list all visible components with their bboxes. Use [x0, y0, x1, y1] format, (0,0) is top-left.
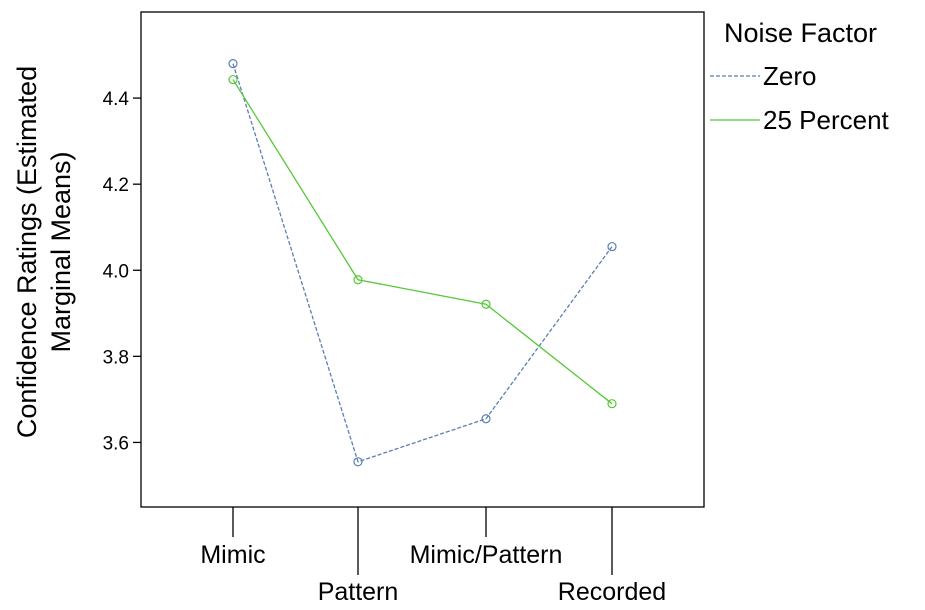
series-0-point-3 — [607, 241, 617, 252]
series-line-1 — [232, 79, 613, 405]
series-1-point-2 — [481, 299, 491, 309]
x-tick-label-1: Pattern — [318, 578, 399, 606]
y-tick-label-2: 4.0 — [103, 261, 129, 282]
legend-label-1: 25 Percent — [763, 105, 890, 135]
y-tick-label-4: 4.4 — [103, 89, 130, 110]
y-tick-label-3: 4.2 — [103, 175, 129, 196]
legend: Noise Factor Zero 25 Percent — [710, 18, 890, 135]
y-tick-label-0: 3.6 — [103, 433, 129, 454]
series-0-point-0 — [228, 59, 238, 69]
y-axis: 3.6 3.8 4.0 4.2 4.4 — [103, 89, 141, 454]
series-1-point-0 — [228, 74, 238, 85]
x-tick-label-3: Recorded — [558, 578, 666, 606]
legend-label-0: Zero — [763, 61, 816, 91]
x-axis: Mimic Pattern Mimic/Pattern Recorded — [200, 507, 666, 606]
series-line-0 — [232, 63, 613, 463]
y-tick-label-1: 3.8 — [103, 347, 129, 368]
plot-frame — [140, 11, 705, 508]
series-1-point-1 — [353, 275, 363, 285]
series-1-point-3 — [607, 399, 617, 409]
legend-title: Noise Factor — [724, 18, 877, 48]
y-axis-title-line1: Confidence Ratings (Estimated — [12, 66, 42, 438]
series-layer — [228, 59, 617, 467]
y-axis-title-line2: Marginal Means) — [46, 151, 76, 352]
x-tick-label-2: Mimic/Pattern — [410, 541, 563, 569]
x-tick-label-0: Mimic — [200, 541, 265, 569]
series-0-point-1 — [353, 457, 363, 467]
series-0-point-2 — [481, 414, 491, 424]
y-axis-title: Confidence Ratings (Estimated Marginal M… — [12, 66, 76, 438]
